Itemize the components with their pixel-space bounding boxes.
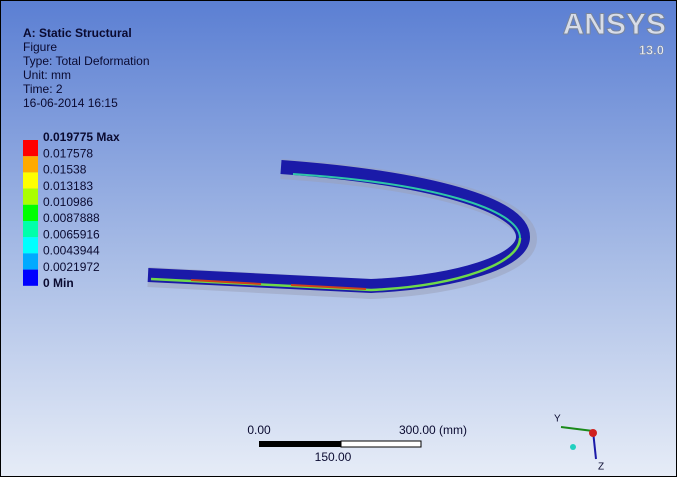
header-line: Type: Total Deformation (23, 54, 150, 68)
legend-label: 0.01538 (43, 163, 87, 177)
legend-swatch (23, 237, 38, 253)
header-line: 16-06-2014 16:15 (23, 96, 118, 110)
logo: ANSYS (563, 8, 666, 41)
viewport: A: Static Structural FigureType: Total D… (0, 0, 677, 477)
legend-label: 0 Min (43, 276, 74, 290)
legend-label: 0.010986 (43, 195, 93, 209)
scale-bar-light (341, 441, 421, 447)
triad-y-label: Y (554, 414, 561, 425)
header-line: Figure (23, 40, 57, 54)
header-line: Time: 2 (23, 82, 63, 96)
legend-swatch (23, 172, 38, 188)
scale-bar-dark (259, 441, 341, 447)
scale-middle: 150.00 (315, 450, 352, 464)
scene: A: Static Structural FigureType: Total D… (1, 1, 676, 476)
header-title: A: Static Structural (23, 26, 132, 40)
legend-swatch (23, 189, 38, 205)
triad-origin (589, 429, 597, 437)
background (1, 1, 676, 476)
triad-marker (570, 444, 576, 450)
scale-start: 0.00 (247, 423, 271, 437)
legend-label: 0.0021972 (43, 260, 100, 274)
legend-label: 0.0065916 (43, 227, 100, 241)
legend-label: 0.0043944 (43, 244, 100, 258)
triad-z-label: Z (598, 462, 604, 473)
legend-label: 0.0087888 (43, 211, 100, 225)
legend-swatch (23, 221, 38, 237)
legend-label: 0.019775 Max (43, 130, 120, 144)
scale-end: 300.00 (mm) (399, 423, 467, 437)
legend-swatch (23, 270, 38, 286)
legend-swatch (23, 156, 38, 172)
legend-swatch (23, 140, 38, 156)
header-line: Unit: mm (23, 68, 71, 82)
legend-label: 0.013183 (43, 179, 93, 193)
legend-swatch (23, 205, 38, 221)
legend-swatch (23, 253, 38, 269)
legend-label: 0.017578 (43, 146, 93, 160)
logo-version: 13.0 (639, 42, 664, 57)
